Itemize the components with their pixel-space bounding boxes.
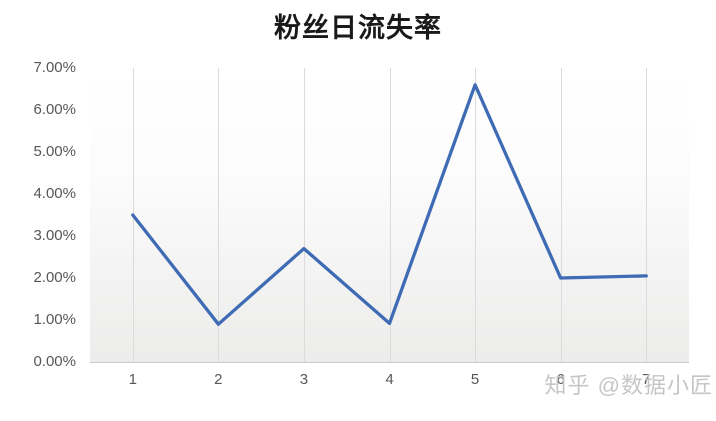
plot-area bbox=[90, 68, 689, 363]
y-axis: 7.00% 6.00% 5.00% 4.00% 3.00% 2.00% 1.00… bbox=[0, 0, 76, 421]
vertical-gridline bbox=[218, 68, 220, 362]
x-tick-label: 4 bbox=[385, 371, 394, 388]
churn-rate-line bbox=[131, 83, 648, 326]
y-tick-label: 2.00% bbox=[33, 269, 76, 286]
y-tick-label: 6.00% bbox=[33, 101, 76, 118]
vertical-gridline bbox=[475, 68, 477, 362]
y-tick-label: 5.00% bbox=[33, 143, 76, 160]
x-tick-label: 3 bbox=[299, 371, 309, 388]
watermark: 知乎 @数据小匠 bbox=[544, 373, 713, 398]
y-tick-label: 0.00% bbox=[33, 353, 76, 370]
x-tick-label: 2 bbox=[214, 371, 223, 388]
data-series-svg bbox=[131, 83, 648, 326]
y-tick-label: 4.00% bbox=[33, 185, 76, 202]
y-tick-label: 1.00% bbox=[33, 311, 76, 328]
y-tick-label: 7.00% bbox=[33, 59, 76, 76]
vertical-gridline bbox=[389, 68, 391, 362]
x-axis: 1 2 3 4 5 6 7 bbox=[90, 371, 689, 391]
y-tick-label: 3.00% bbox=[33, 227, 76, 244]
vertical-gridline bbox=[646, 68, 648, 362]
vertical-gridline bbox=[303, 68, 305, 362]
x-tick-label: 5 bbox=[470, 371, 480, 388]
x-tick-label: 6 bbox=[556, 371, 565, 388]
chart-title: 粉丝日流失率 bbox=[274, 13, 442, 43]
vertical-gridline bbox=[560, 68, 562, 362]
x-tick-label: 7 bbox=[642, 371, 651, 388]
x-tick-label: 1 bbox=[128, 371, 137, 388]
